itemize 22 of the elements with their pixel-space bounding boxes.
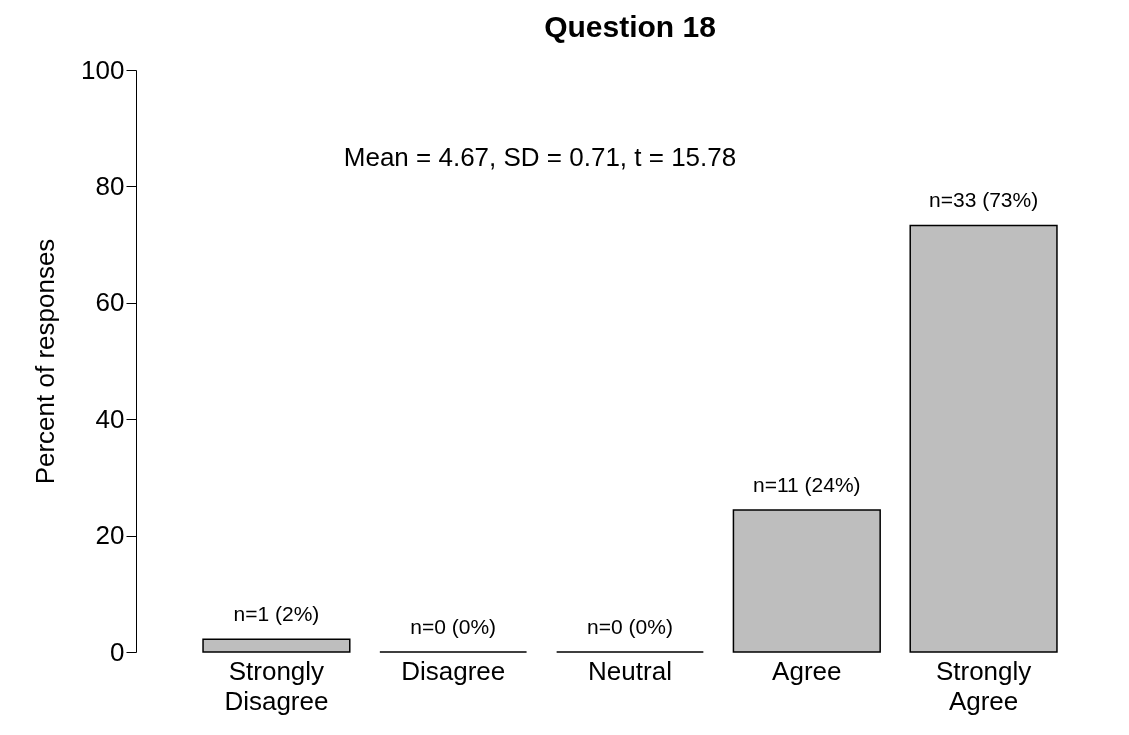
bar [732, 509, 881, 653]
x-tick-label: Agree [772, 655, 842, 686]
x-tick-label: Strongly Disagree [224, 655, 329, 716]
y-tick-label: 40 [95, 403, 125, 434]
y-tick-label: 80 [95, 170, 125, 201]
bar [909, 224, 1058, 653]
annotation: Mean = 4.67, SD = 0.71, t = 15.78 [343, 142, 737, 172]
y-tick-label: 0 [110, 636, 125, 667]
x-tick-label: Disagree [401, 655, 506, 686]
y-tick-label: 100 [81, 54, 125, 85]
x-tick-label: Neutral [588, 655, 672, 686]
data-label: n=33 (73%) [929, 188, 1039, 212]
bar [202, 638, 351, 653]
data-label: n=1 (2%) [233, 602, 320, 626]
y-axis-title: Percent of responses [30, 238, 61, 485]
chart-title: Question 18 [544, 10, 716, 43]
data-label: n=11 (24%) [752, 472, 861, 496]
data-label: n=0 (0%) [587, 615, 673, 638]
y-tick-label: 60 [95, 287, 125, 318]
data-label: n=0 (0%) [410, 615, 497, 638]
y-tick-label: 20 [95, 520, 125, 551]
x-tick-label: Strongly Agree [935, 655, 1032, 716]
